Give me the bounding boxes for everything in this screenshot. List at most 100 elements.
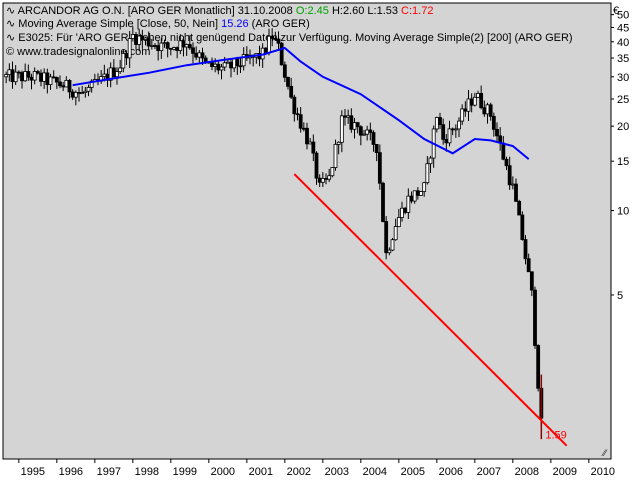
candle-body <box>42 72 47 82</box>
x-tick-label: 2007 <box>477 466 501 478</box>
candle-body <box>371 132 376 145</box>
line-indicator-icon: ∿ <box>6 32 15 44</box>
candle-body <box>536 345 541 389</box>
candle-body <box>229 61 233 69</box>
candle-body <box>444 138 449 144</box>
candle-body <box>298 114 303 129</box>
warning-text: E3025: Für 'ARO GER' stehen nicht genüge… <box>18 32 572 44</box>
candle-body <box>181 40 186 48</box>
candle-body <box>523 239 528 260</box>
candle-body <box>390 239 395 251</box>
candle-body <box>241 54 246 67</box>
candle-body <box>70 91 75 98</box>
x-tick-label: 2009 <box>553 466 577 478</box>
trendline <box>293 173 568 447</box>
candle-body <box>330 167 335 177</box>
candle-body <box>314 152 319 179</box>
open-value: O:2.45 <box>296 5 329 17</box>
candle-body <box>67 79 72 93</box>
candle-body <box>428 157 433 165</box>
candle-body <box>365 129 370 135</box>
resize-grip-icon[interactable]: ⁄⁄ <box>601 449 609 459</box>
x-tick-label: 1999 <box>173 466 197 478</box>
candle-body <box>184 44 189 48</box>
x-tick-label: 1997 <box>97 466 121 478</box>
candle-body <box>156 45 161 52</box>
currency-symbol: € <box>613 5 619 17</box>
y-tick-label: 10 <box>617 206 629 218</box>
y-tick-label: 50 <box>617 10 629 22</box>
candle-body <box>238 65 243 68</box>
plot-area[interactable] <box>2 2 612 460</box>
candle-body <box>64 79 69 88</box>
candle-body <box>23 71 28 82</box>
overlay-lines: 1.59 <box>72 46 568 447</box>
candle-body <box>146 37 151 47</box>
candle-body <box>159 42 164 52</box>
candle-body <box>29 76 34 81</box>
candle-body <box>20 72 24 82</box>
line-indicator-icon: ∿ <box>6 18 15 30</box>
candle-body <box>501 142 506 160</box>
candle-body <box>127 38 132 59</box>
x-tick-label: 1995 <box>21 466 45 478</box>
candle-body <box>333 143 338 168</box>
candle-body <box>191 47 195 54</box>
warning-legend: ∿ E3025: Für 'ARO GER' stehen nicht genü… <box>6 32 573 44</box>
x-tick-label: 2008 <box>515 466 539 478</box>
candle-body <box>529 271 534 291</box>
candle-body <box>235 58 240 67</box>
candle-body <box>422 182 427 192</box>
candle-body <box>4 74 9 78</box>
candle-body <box>533 289 537 346</box>
candle-body <box>352 122 357 130</box>
candle-body <box>273 38 278 40</box>
candle-body <box>324 178 328 180</box>
candle-body <box>308 141 313 145</box>
candle-body <box>13 71 18 83</box>
candle-body <box>393 226 398 241</box>
title-line: ∿ ARCANDOR AG O.N. [ARO GER Monatlich] 3… <box>6 5 433 17</box>
candle-body <box>476 93 480 98</box>
candle-body <box>479 93 484 109</box>
candle-body <box>381 182 385 222</box>
candle-body <box>187 44 192 49</box>
candle-body <box>472 96 477 106</box>
candle-body <box>520 214 525 240</box>
candle-body <box>377 152 382 184</box>
candle-body <box>346 115 351 118</box>
candle-body <box>412 190 417 202</box>
candle-body <box>415 190 420 196</box>
candle-body <box>124 53 129 59</box>
candle-body <box>118 67 123 73</box>
candle-body <box>526 258 531 273</box>
axes: 1995 1996 1997 1998 1999 2000 2001 2002 2003 2004… <box>18 10 629 478</box>
candle-body <box>406 195 411 213</box>
candle-body <box>219 66 224 71</box>
candle-body <box>282 64 287 78</box>
x-tick-label: 2006 <box>439 466 463 478</box>
line-indicator-icon: ∿ <box>6 5 15 17</box>
candle-body <box>77 92 81 94</box>
candle-body <box>355 122 360 128</box>
candle-body <box>400 207 404 218</box>
candle-body <box>115 71 119 78</box>
candle-body <box>311 141 316 154</box>
candle-body <box>153 45 157 47</box>
candle-body <box>434 117 439 130</box>
x-tick-label: 2010 <box>591 466 615 478</box>
candle-body <box>216 63 221 71</box>
candle-body <box>336 141 341 145</box>
candle-body <box>453 128 458 131</box>
candle-body <box>510 183 515 186</box>
y-tick-label: 30 <box>617 72 629 84</box>
y-tick-label: 40 <box>617 37 629 49</box>
candle-body <box>438 117 442 126</box>
candle-body <box>194 52 199 58</box>
candle-body <box>358 126 363 136</box>
candle-body <box>86 87 91 92</box>
candle-body <box>58 81 62 87</box>
y-tick-label: 20 <box>617 121 629 133</box>
candle-body <box>149 45 154 47</box>
candle-body <box>396 217 401 228</box>
